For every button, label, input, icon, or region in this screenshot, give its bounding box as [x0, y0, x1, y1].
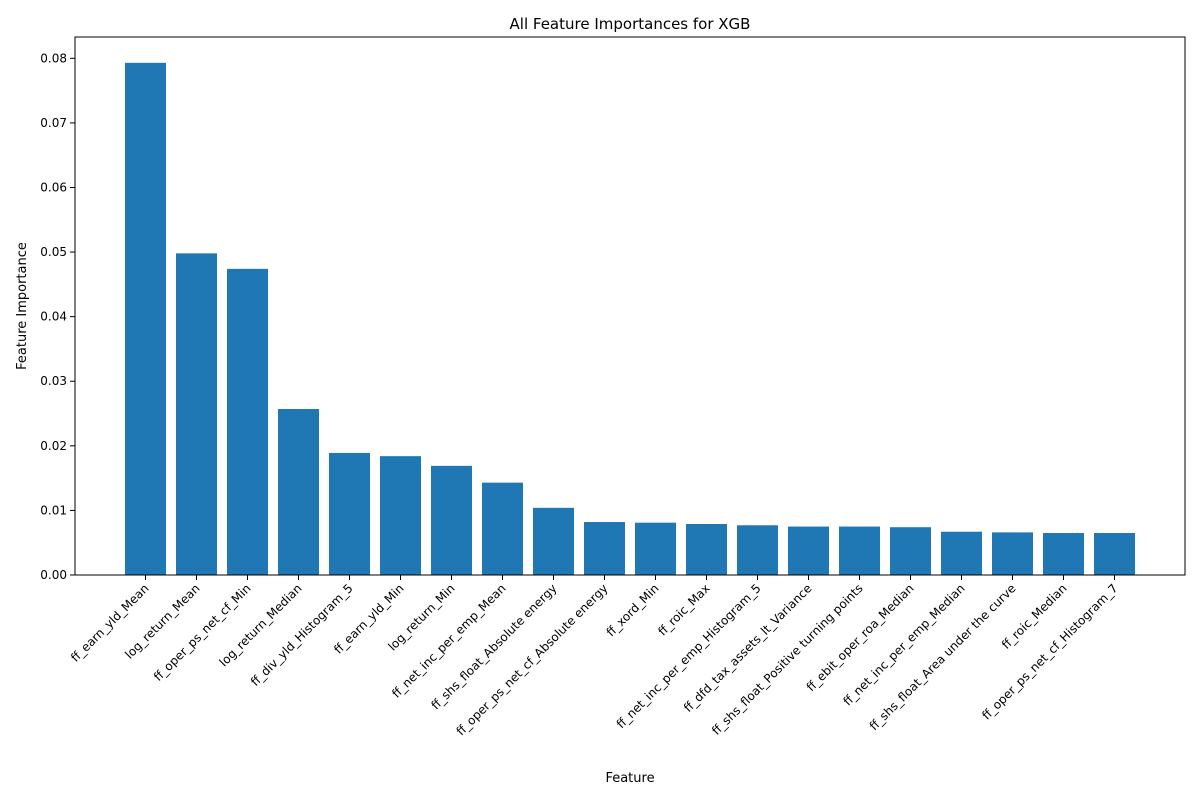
plot-frame [74, 36, 1186, 576]
y-tick-label: 0.04 [40, 310, 67, 324]
bar [533, 507, 574, 575]
y-tick-label: 0.07 [40, 116, 67, 130]
x-tick-label: ff_oper_ps_net_cf_Min [151, 581, 254, 684]
bar [431, 465, 472, 575]
y-axis-label: Feature Importance [15, 242, 30, 370]
bar [992, 532, 1033, 575]
y-tick-label: 0.00 [40, 568, 67, 582]
y-tick-label: 0.08 [40, 51, 67, 65]
bar [941, 531, 982, 575]
y-tick-label: 0.02 [40, 439, 67, 453]
x-axis-label: Feature [605, 771, 654, 786]
x-tick-label: ff_div_yld_Histogram_5 [248, 581, 356, 689]
bar [839, 526, 880, 575]
x-tick-label: ff_xord_Min [604, 581, 662, 639]
bar [176, 253, 217, 575]
y-tick-label: 0.06 [40, 180, 67, 194]
bar [482, 482, 523, 575]
bar [1094, 533, 1135, 575]
bar [584, 522, 625, 575]
y-tick-label: 0.01 [40, 503, 67, 517]
y-tick-label: 0.03 [40, 374, 67, 388]
bar [278, 409, 319, 575]
bar [329, 452, 370, 575]
y-tick-label: 0.05 [40, 245, 67, 259]
bar [788, 526, 829, 575]
bar [635, 522, 676, 575]
x-tick-label: ff_ebit_oper_roa_Median [804, 581, 917, 694]
bar [125, 62, 166, 575]
bar [227, 268, 268, 575]
chart-title: All Feature Importances for XGB [510, 15, 751, 33]
bar [686, 523, 727, 575]
bar [380, 456, 421, 575]
bar [890, 527, 931, 575]
bar [1043, 533, 1084, 575]
bar [737, 525, 778, 575]
